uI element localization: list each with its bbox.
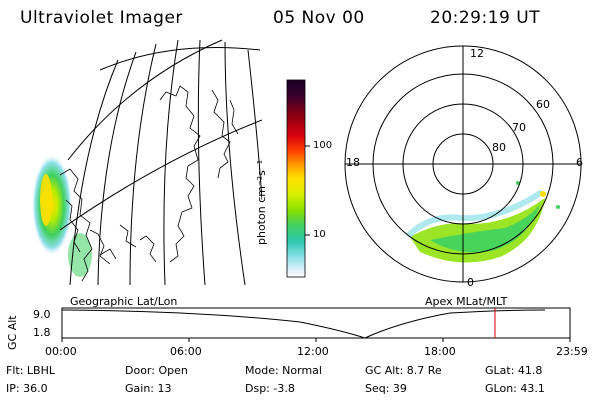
aurora-core bbox=[40, 174, 52, 226]
info-gcalt: GC Alt: 8.7 Re bbox=[365, 364, 442, 377]
aurora-oval-core bbox=[430, 204, 540, 253]
info-door: Door: Open bbox=[125, 364, 188, 377]
date-label: 05 Nov 00 bbox=[273, 8, 365, 28]
lat-label-60: 60 bbox=[536, 98, 550, 111]
xtick-label-3: 18:00 bbox=[424, 345, 456, 358]
info-glon: GLon: 43.1 bbox=[485, 382, 545, 395]
timeline-left-title: Geographic Lat/Lon bbox=[70, 295, 178, 308]
meridian-lines bbox=[59, 40, 262, 285]
coastlines bbox=[59, 85, 239, 282]
altitude-curve bbox=[61, 309, 546, 339]
info-ip: IP: 36.0 bbox=[6, 382, 48, 395]
info-dsp: Dsp: -3.8 bbox=[245, 382, 295, 395]
info-flt: Flt: LBHL bbox=[6, 364, 55, 377]
colorbar bbox=[286, 79, 306, 278]
aurora-oval-edge bbox=[405, 189, 544, 239]
aurora-emission-left bbox=[32, 155, 72, 255]
lat-label-80: 80 bbox=[492, 141, 506, 154]
polar-plot bbox=[344, 45, 582, 283]
timeline-frame bbox=[61, 307, 571, 339]
colorbar-tick-label-100: 100 bbox=[313, 140, 333, 151]
info-seq: Seq: 39 bbox=[365, 382, 407, 395]
xtick-label-2: 12:00 bbox=[297, 345, 329, 358]
aurora-spot-3 bbox=[556, 205, 560, 209]
mlt-label-12: 12 bbox=[470, 47, 484, 60]
aurora-spot-2 bbox=[516, 181, 520, 185]
colorbar-unit-label: photon cm⁻²s⁻¹ bbox=[255, 159, 268, 245]
ytick-1_8: 1.8 bbox=[33, 326, 51, 339]
mlt-label-18: 18 bbox=[346, 156, 360, 169]
mlt-label-0: 0 bbox=[467, 276, 474, 289]
aurora-spot bbox=[540, 191, 546, 197]
timeline-right-title: Apex MLat/MLT bbox=[425, 295, 508, 308]
geographic-map bbox=[32, 40, 262, 285]
instrument-title: Ultraviolet Imager bbox=[20, 8, 183, 28]
xtick-label-0: 00:00 bbox=[45, 345, 77, 358]
time-label: 20:29:19 UT bbox=[430, 8, 541, 28]
mlt-label-6: 6 bbox=[576, 156, 583, 169]
info-glat: GLat: 41.8 bbox=[485, 364, 543, 377]
xtick-label-4: 23:59 bbox=[556, 345, 588, 358]
xtick-label-1: 06:00 bbox=[170, 345, 202, 358]
ytick-9: 9.0 bbox=[33, 308, 51, 321]
lat-label-70: 70 bbox=[512, 121, 526, 134]
info-mode: Mode: Normal bbox=[245, 364, 322, 377]
timeline-plot bbox=[61, 307, 571, 342]
timeline-yaxis-label: GC Alt bbox=[6, 315, 19, 350]
colorbar-tick-label-10: 10 bbox=[313, 229, 326, 240]
info-gain: Gain: 13 bbox=[125, 382, 172, 395]
map-boundary bbox=[67, 39, 223, 161]
